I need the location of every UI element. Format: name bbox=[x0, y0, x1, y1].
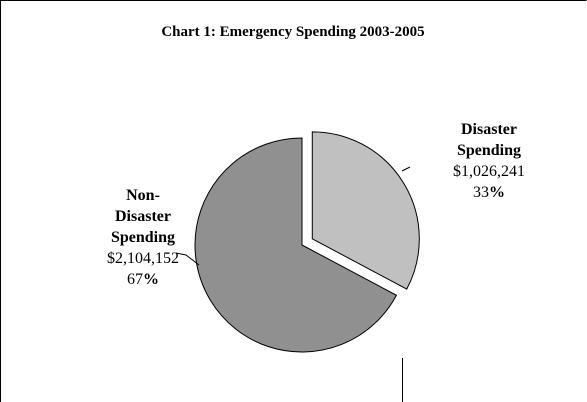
percent-label: 67% bbox=[127, 271, 159, 288]
category-label-line: Disaster bbox=[461, 121, 517, 138]
percent-label: 33% bbox=[473, 184, 505, 201]
data-label-0: Disaster Spending $1,026,241 33% bbox=[453, 121, 525, 201]
chart-title: Chart 1: Emergency Spending 2003-2005 bbox=[161, 24, 424, 40]
value-label: $1,026,241 bbox=[453, 163, 525, 180]
leader-lines bbox=[175, 166, 411, 266]
category-label-line: Disaster bbox=[115, 208, 171, 225]
leader-line-1 bbox=[175, 252, 200, 266]
category-label-line: Spending bbox=[457, 142, 521, 159]
data-label-1: Non- Disaster Spending $2,104,152 67% bbox=[107, 187, 179, 288]
pie-slice-disaster-spending bbox=[311, 131, 420, 290]
pie-slices bbox=[194, 131, 420, 353]
category-label-line: Spending bbox=[111, 229, 175, 246]
slice-labels: Disaster Spending $1,026,241 33% Non- Disaste… bbox=[107, 121, 525, 288]
value-label: $2,104,152 bbox=[107, 250, 179, 267]
category-label-line: Non- bbox=[126, 187, 160, 204]
pie-slice-non-disaster-spending bbox=[194, 137, 398, 353]
leader-line-0 bbox=[401, 166, 411, 172]
